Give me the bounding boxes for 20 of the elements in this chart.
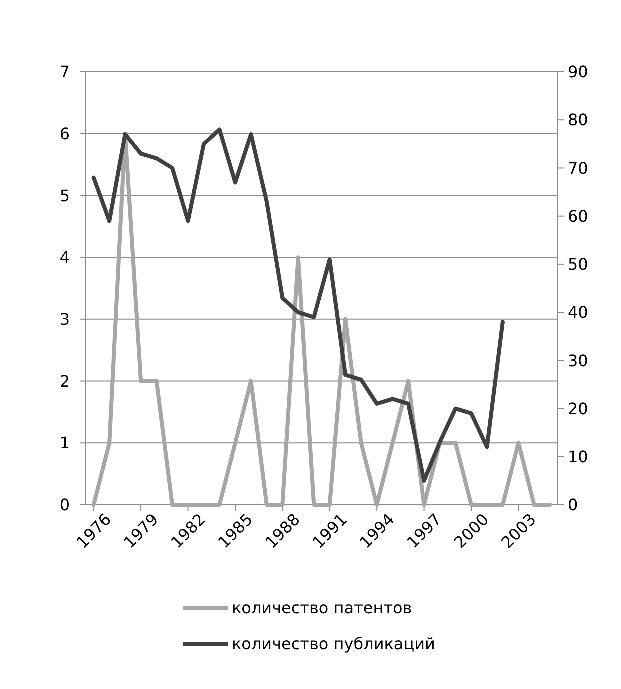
y2-tick-label: 30 xyxy=(568,351,588,370)
y2-tick-label: 60 xyxy=(568,206,588,226)
y-tick-label: 5 xyxy=(60,186,70,206)
legend-label: количество публикаций xyxy=(232,634,436,654)
y2-tick-label: 50 xyxy=(568,255,588,274)
y-tick-label: 0 xyxy=(60,496,70,515)
y2-tick-label: 0 xyxy=(568,496,578,515)
y2-tick-label: 90 xyxy=(568,62,588,82)
legend-label: количество патентов xyxy=(232,598,412,618)
y2-tick-label: 80 xyxy=(568,110,588,130)
y-tick-label: 6 xyxy=(60,124,70,144)
y-tick-label: 7 xyxy=(60,62,70,82)
y-tick-label: 1 xyxy=(60,434,70,453)
y2-tick-label: 40 xyxy=(568,303,588,322)
y-tick-label: 3 xyxy=(60,310,70,330)
y2-tick-label: 20 xyxy=(568,399,588,418)
y2-tick-label: 10 xyxy=(568,447,588,466)
y2-tick-label: 70 xyxy=(568,158,588,178)
y-tick-label: 2 xyxy=(60,372,70,391)
y-tick-label: 4 xyxy=(60,248,70,268)
